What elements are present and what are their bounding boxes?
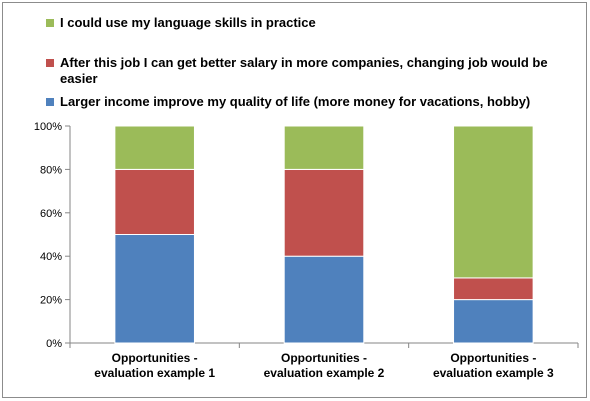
y-tick-label: 100% — [34, 121, 62, 133]
bar-segment — [114, 234, 195, 344]
y-tick-label: 80% — [40, 164, 62, 176]
x-category-label: Opportunities - — [112, 351, 198, 365]
y-tick-label: 0% — [46, 338, 62, 350]
legend: I could use my language skills in practi… — [0, 0, 590, 120]
legend-swatch-red — [46, 59, 54, 67]
legend-swatch-green — [46, 19, 54, 27]
legend-swatch-blue — [46, 98, 54, 106]
legend-label: Larger income improve my quality of life… — [60, 94, 531, 109]
bar-segment — [453, 277, 534, 301]
x-category-label: Opportunities - — [281, 351, 367, 365]
legend-label: I could use my language skills in practi… — [60, 15, 316, 30]
bar-segment — [283, 255, 365, 344]
bar-segment — [283, 168, 365, 257]
y-tick-label: 20% — [40, 295, 62, 307]
legend-item-better-salary: After this job I can get better salary i… — [46, 55, 566, 87]
bar-segment — [114, 168, 195, 235]
bar-segment — [453, 125, 534, 279]
bar-segment — [453, 299, 534, 344]
x-category-label: evaluation example 2 — [264, 366, 385, 380]
bar-segment — [114, 125, 195, 170]
y-tick-label: 60% — [40, 208, 62, 220]
x-category-label: Opportunities - — [450, 351, 536, 365]
y-tick-label: 40% — [40, 251, 62, 263]
legend-item-language-skills: I could use my language skills in practi… — [46, 15, 566, 31]
x-category-label: evaluation example 1 — [94, 366, 215, 380]
legend-item-larger-income: Larger income improve my quality of life… — [46, 94, 566, 110]
legend-label: After this job I can get better salary i… — [60, 55, 548, 86]
x-category-label: evaluation example 3 — [433, 366, 554, 380]
bar-segment — [283, 125, 365, 170]
